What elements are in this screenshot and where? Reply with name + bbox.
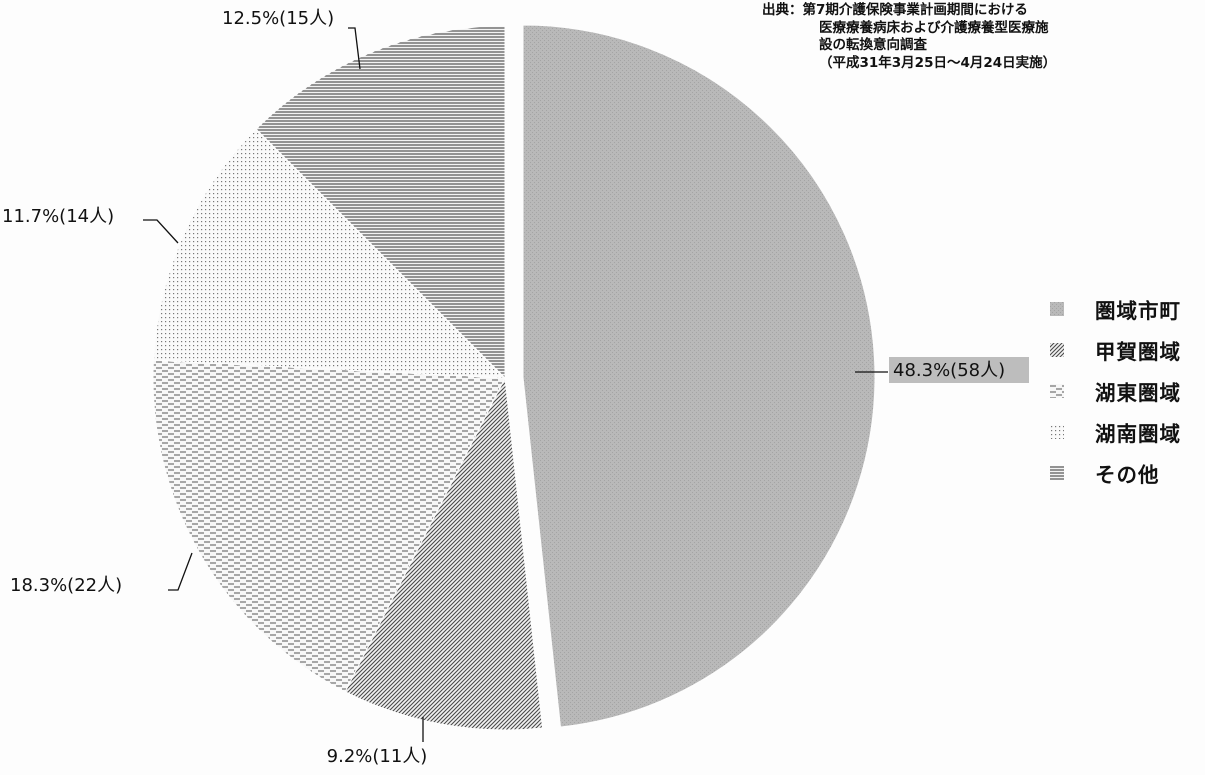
pie-slice-2 (344, 376, 544, 731)
legend-label: 圏域市町 (1095, 298, 1181, 323)
pie-slice-4 (152, 128, 507, 379)
leader-line-5 (348, 27, 361, 70)
legend-item: 圏域市町 (1050, 288, 1181, 329)
legend-item: その他 (1050, 452, 1181, 493)
pie-slice-1 (522, 24, 876, 728)
legend-item: 湖東圏域 (1050, 370, 1181, 411)
legend-item: 湖南圏域 (1050, 411, 1181, 452)
data-label-4: 11.7%(14人) (2, 206, 114, 227)
legend-item: 甲賀圏域 (1050, 329, 1181, 370)
slice-labels: 48.3%(58人) 9.2%(11人) 18.3%(22人) 11.7%(14人) 1… (2, 8, 1029, 767)
leader-line-3 (168, 552, 193, 591)
source-line-2: 医療療養病床および介護療養型医療施 (819, 19, 1049, 36)
legend-swatch (1050, 301, 1064, 316)
leader-lines (143, 27, 888, 742)
legend-label: その他 (1095, 462, 1160, 487)
data-label-1: 48.3%(58人) (893, 360, 1005, 381)
data-label-2: 9.2%(11人) (327, 746, 428, 767)
legend-swatch (1050, 424, 1064, 439)
legend-swatch (1050, 342, 1064, 357)
pie-slice-3 (152, 359, 506, 693)
leader-line-4 (143, 219, 179, 244)
data-label-background (889, 357, 1029, 383)
legend-swatch (1050, 465, 1064, 480)
pie-slices (152, 24, 876, 731)
source-line-3: 設の転換意向調査 (819, 37, 927, 53)
legend-label: 湖東圏域 (1095, 380, 1181, 405)
data-label-5: 12.5%(15人) (222, 8, 334, 29)
data-label-3: 18.3%(22人) (10, 575, 122, 596)
source-line-4: （平成31年3月25日～4月24日実施） (819, 54, 1057, 71)
legend: 圏域市町 甲賀圏域 湖東圏域 湖南圏域 その他 (1050, 288, 1181, 493)
source-prefix: 出典： (762, 2, 803, 18)
source-line-1: 第7期介護保険事業計画期間における (802, 2, 1028, 18)
legend-label: 湖南圏域 (1095, 421, 1181, 446)
legend-label: 甲賀圏域 (1095, 339, 1181, 364)
source-note: 出典：第7期介護保険事業計画期間における 医療療養病床および介護療養型医療施 設… (762, 2, 1056, 72)
pie-slice-5 (255, 25, 506, 380)
legend-swatch (1050, 383, 1064, 398)
